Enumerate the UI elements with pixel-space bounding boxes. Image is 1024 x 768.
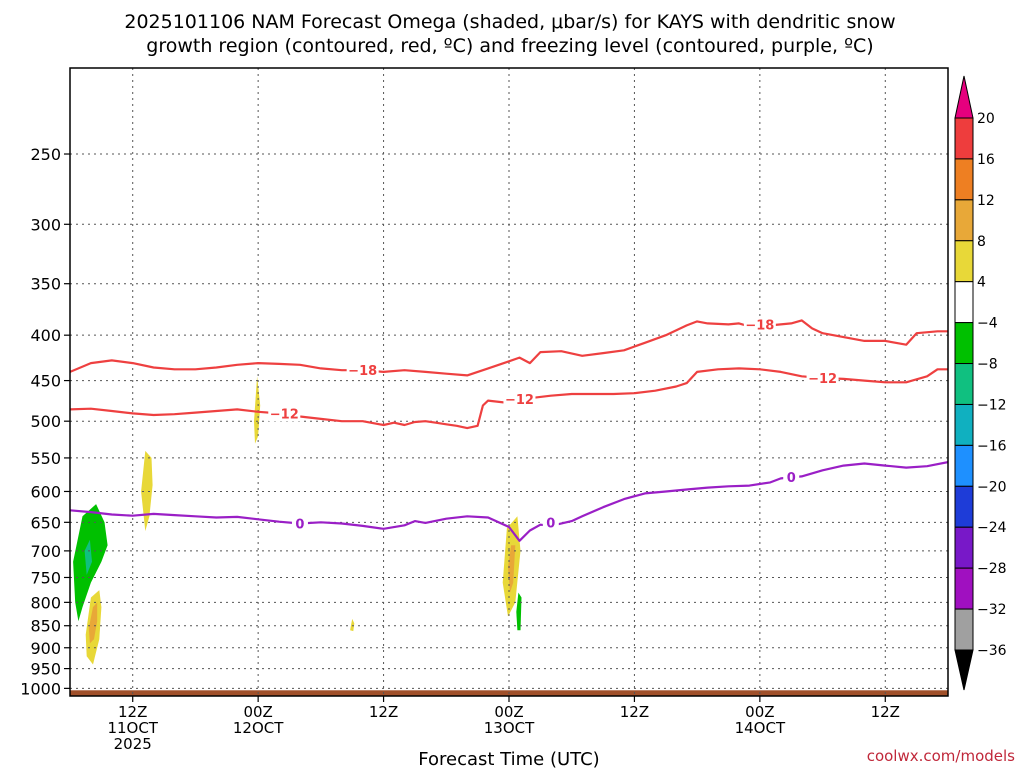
omega-region-4: [141, 450, 153, 532]
x-tick-label-66-1: 14OCT: [735, 719, 786, 737]
contour-label-bg-4: [806, 369, 839, 386]
contour-line--12C: [70, 367, 948, 430]
colorbar-segment-8: [954, 444, 974, 487]
y-tick-label-950: 950: [30, 660, 61, 679]
colorbar-label-8: 8: [977, 234, 986, 250]
colorbar-label--24: −24: [977, 520, 1007, 536]
x-tick-label-6-0: 12Z: [118, 703, 147, 721]
colorbar-bottom-triangle: [954, 649, 974, 691]
y-tick-label-900: 900: [30, 639, 61, 658]
y-tick-label-800: 800: [30, 593, 61, 612]
x-tick-label-6-2: 2025: [114, 735, 152, 753]
y-tick-label-700: 700: [30, 542, 61, 561]
colorbar-segment-11: [954, 567, 974, 610]
x-tick-label-42-0: 00Z: [494, 703, 523, 721]
x-tick-label-6-1: 11OCT: [107, 719, 158, 737]
contour-lines: −18 −18 −12 −12 −12 0 0 0: [70, 316, 948, 542]
colorbar-label--20: −20: [977, 479, 1007, 495]
chart-title-line-2: growth region (contoured, red, ºC) and f…: [146, 35, 873, 57]
colorbar-top-triangle: [954, 75, 974, 119]
colorbar-segment-0: [954, 117, 974, 160]
colorbar-label--4: −4: [977, 316, 998, 332]
colorbar-label--36: −36: [977, 643, 1007, 659]
contour-label-5: 0: [295, 518, 304, 533]
colorbar-label--28: −28: [977, 561, 1007, 577]
contour-label-bg-7: [783, 469, 800, 486]
contour-label-1: −18: [745, 318, 774, 333]
colorbar: 20 16 12 8 4 −4 −8 −12 −16 −20 −24 −28 −32 −36: [954, 75, 1007, 691]
contour-label-bg-6: [542, 514, 559, 531]
colorbar-segment-10: [954, 526, 974, 569]
omega-region-3: [88, 602, 98, 644]
y-tick-label-1000: 1000: [20, 679, 61, 698]
colorbar-segment-7: [954, 403, 974, 446]
x-tick-label-42-1: 13OCT: [484, 719, 535, 737]
contour-label-4: −12: [808, 372, 837, 387]
contour-label-7: 0: [787, 471, 796, 486]
y-tick-label-400: 400: [30, 326, 61, 345]
colorbar-segment-5: [954, 322, 974, 365]
y-tick-label-250: 250: [30, 145, 61, 164]
y-tick-label-350: 350: [30, 275, 61, 294]
contour-label-0: −18: [348, 364, 377, 379]
contour-label-3: −12: [505, 393, 534, 408]
y-tick-label-850: 850: [30, 617, 61, 636]
credit-text: coolwx.com/models: [867, 747, 1015, 765]
colorbar-segment-9: [954, 485, 974, 528]
colorbar-segment-1: [954, 158, 974, 201]
omega-region-1: [84, 539, 92, 575]
colorbar-label--16: −16: [977, 438, 1007, 454]
y-tick-label-550: 550: [30, 449, 61, 468]
colorbar-label--12: −12: [977, 397, 1007, 413]
colorbar-segment-12: [954, 608, 974, 651]
colorbar-label-16: 16: [977, 152, 995, 168]
colorbar-segment-3: [954, 240, 974, 283]
colorbar-segment-4: [954, 281, 974, 324]
omega-region-5: [254, 376, 261, 444]
x-tick-label-66-0: 00Z: [745, 703, 774, 721]
colorbar-label--32: −32: [977, 602, 1007, 618]
omega-region-9: [516, 592, 522, 631]
y-tick-label-750: 750: [30, 568, 61, 587]
contour-label-bg-0: [346, 362, 379, 379]
contour-label-bg-2: [268, 405, 301, 422]
contour-label-6: 0: [546, 516, 555, 531]
contour-label-bg-1: [743, 316, 776, 333]
y-tick-label-650: 650: [30, 513, 61, 532]
y-axis-ticks: 250 300 350 400 450 500 550 600 650 700 750 800 850 9…: [20, 145, 70, 698]
x-tick-label-18-0: 00Z: [243, 703, 272, 721]
contour-label-bg-3: [503, 390, 536, 407]
y-tick-label-600: 600: [30, 482, 61, 501]
y-tick-label-300: 300: [30, 215, 61, 234]
x-tick-label-18-1: 12OCT: [233, 719, 284, 737]
contour-line--18C: [70, 319, 948, 377]
contour-label-2: −12: [270, 407, 299, 422]
x-tick-label-30-0: 12Z: [369, 703, 398, 721]
y-tick-label-500: 500: [30, 412, 61, 431]
omega-region-8: [508, 545, 516, 593]
colorbar-label-20: 20: [977, 111, 995, 127]
colorbar-segment-6: [954, 363, 974, 405]
colorbar-label--8: −8: [977, 357, 998, 373]
omega-region-6: [350, 618, 355, 632]
colorbar-label-12: 12: [977, 193, 995, 209]
chart-title-line-1: 2025101106 NAM Forecast Omega (shaded, μ…: [124, 11, 895, 33]
x-axis-label: Forecast Time (UTC): [418, 749, 599, 768]
y-tick-label-450: 450: [30, 372, 61, 391]
contour-label-bg-5: [291, 515, 308, 532]
x-tick-label-54-0: 12Z: [620, 703, 649, 721]
colorbar-segment-2: [954, 199, 974, 242]
colorbar-label-4: 4: [977, 275, 986, 291]
x-tick-label-78-0: 12Z: [871, 703, 900, 721]
